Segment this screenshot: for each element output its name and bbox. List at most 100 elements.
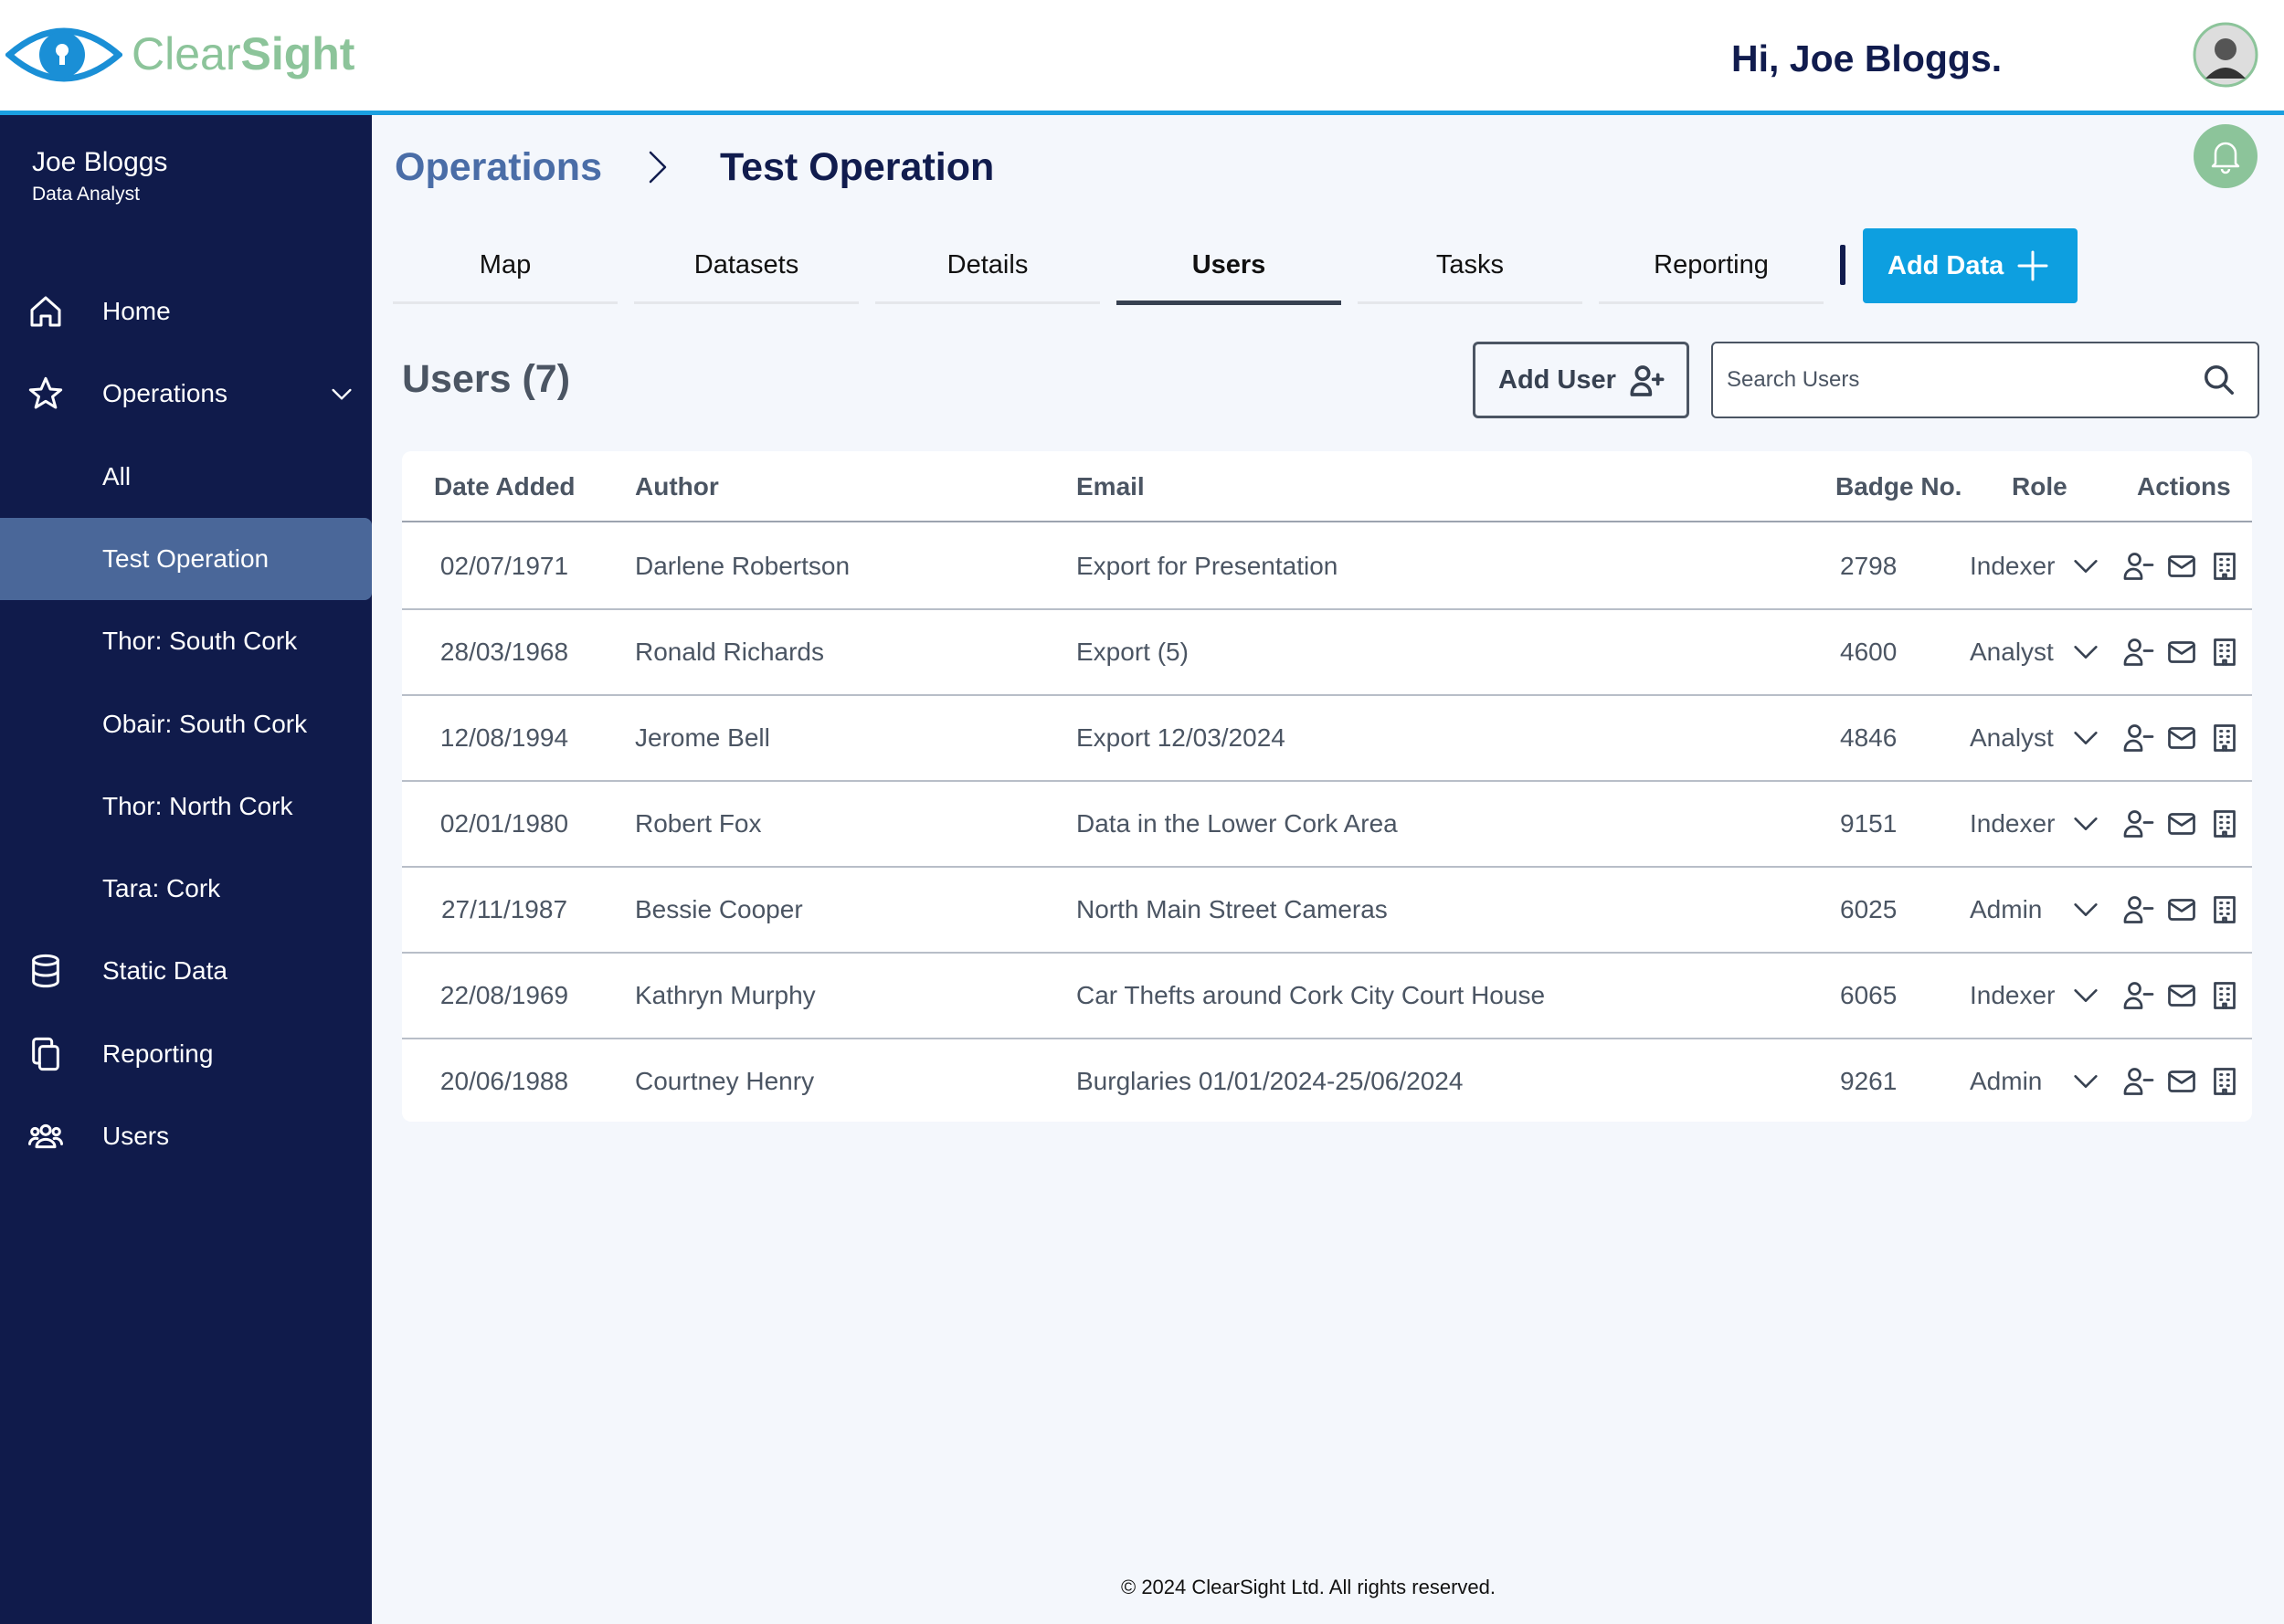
nav-icon (32, 1037, 59, 1070)
breadcrumb-current: Test Operation (720, 145, 995, 189)
action-user[interactable] (2122, 722, 2155, 754)
tab[interactable]: Tasks (1435, 250, 1505, 279)
cell-role[interactable]: Admin (1970, 1067, 2043, 1095)
cell-date: 22/08/1969 (439, 981, 569, 1009)
action-building[interactable] (2208, 979, 2241, 1012)
logo-icon (5, 27, 122, 82)
tab-underline (1358, 301, 1582, 304)
add-user-button[interactable]: Add User (1473, 342, 1689, 418)
cell-email: Export (5) (1076, 638, 1189, 666)
action-email[interactable] (2165, 636, 2198, 669)
cell-date: 12/08/1994 (439, 723, 569, 752)
action-user[interactable] (2122, 1065, 2155, 1098)
tab[interactable]: Users (1191, 250, 1266, 279)
tab-underline (393, 301, 618, 304)
cell-role[interactable]: Analyst (1970, 723, 2054, 752)
cell-badge: 4600 (1840, 638, 1898, 666)
action-building[interactable] (2208, 636, 2241, 669)
action-email[interactable] (2165, 1065, 2198, 1098)
action-email[interactable] (2165, 550, 2198, 583)
tab[interactable]: Details (946, 250, 1029, 279)
cell-role[interactable]: Admin (1970, 895, 2043, 923)
user-name: Joe Bloggs (32, 147, 168, 177)
row-divider (402, 608, 2252, 610)
action-building[interactable] (2208, 722, 2241, 754)
add-data-button[interactable]: Add Data (1863, 228, 2078, 303)
action-user[interactable] (2122, 893, 2155, 926)
role-dropdown[interactable] (2070, 637, 2101, 668)
cell-author: Bessie Cooper (635, 895, 803, 923)
action-building[interactable] (2208, 1065, 2241, 1098)
tab-underline (875, 301, 1100, 304)
tab[interactable]: Reporting (1654, 250, 1769, 279)
role-dropdown[interactable] (2070, 894, 2101, 925)
top-bar (0, 0, 2284, 115)
nav-item[interactable]: Home (102, 297, 171, 325)
nav-item[interactable]: Obair: South Cork (102, 709, 308, 738)
action-user[interactable] (2122, 979, 2155, 1012)
cell-role[interactable]: Indexer (1970, 981, 2056, 1009)
nav-icon (30, 296, 61, 327)
nav-item[interactable]: Users (102, 1122, 170, 1150)
nav-expand[interactable] (327, 379, 356, 408)
nav-item[interactable]: Reporting (102, 1039, 214, 1068)
notification-bell[interactable] (2193, 123, 2258, 189)
nav-item[interactable]: Thor: North Cork (102, 791, 293, 820)
column-header: Author (635, 472, 719, 501)
nav-item[interactable]: Static Data (102, 956, 227, 986)
nav-item[interactable]: Operations (102, 379, 227, 408)
action-user[interactable] (2122, 636, 2155, 669)
cell-badge: 6065 (1840, 981, 1898, 1009)
action-user[interactable] (2122, 807, 2155, 840)
role-dropdown[interactable] (2070, 980, 2101, 1011)
column-header: Role (2012, 472, 2067, 501)
footer: © 2024 ClearSight Ltd. All rights reserv… (1121, 1576, 1496, 1598)
cell-email: Data in the Lower Cork Area (1076, 809, 1398, 838)
action-email[interactable] (2165, 893, 2198, 926)
role-dropdown[interactable] (2070, 722, 2101, 754)
role-dropdown[interactable] (2070, 1066, 2101, 1097)
sidebar (0, 115, 372, 1624)
cell-email: Burglaries 01/01/2024-25/06/2024 (1076, 1067, 1464, 1095)
avatar[interactable] (2193, 22, 2258, 88)
action-user[interactable] (2122, 550, 2155, 583)
action-building[interactable] (2208, 807, 2241, 840)
search-box[interactable]: Search Users (1711, 342, 2259, 418)
action-email[interactable] (2165, 807, 2198, 840)
greeting: Hi, Joe Bloggs. (1731, 37, 2003, 79)
action-building[interactable] (2208, 550, 2241, 583)
tab-underline (634, 301, 859, 304)
cell-role[interactable]: Indexer (1970, 809, 2056, 838)
cell-badge: 4846 (1840, 723, 1898, 752)
breadcrumb-parent[interactable]: Operations (395, 145, 602, 189)
cell-role[interactable]: Indexer (1970, 552, 2056, 580)
nav-item[interactable]: All (102, 461, 132, 490)
tab-underline (1599, 301, 1824, 304)
search-icon (2205, 365, 2234, 395)
nav-item[interactable]: Tara: Cork (102, 874, 221, 903)
role-dropdown[interactable] (2070, 808, 2101, 839)
nav-item[interactable]: Test Operation (102, 543, 270, 573)
row-divider (402, 866, 2252, 868)
column-header: Email (1076, 472, 1145, 501)
add-user-icon (1630, 365, 1665, 396)
logo-text-1: Clear (132, 28, 241, 79)
cell-author: Robert Fox (635, 809, 762, 838)
add-data-label: Add Data (1887, 251, 2004, 280)
role-dropdown[interactable] (2070, 551, 2101, 582)
action-email[interactable] (2165, 722, 2198, 754)
nav-item[interactable]: Thor: South Cork (102, 627, 298, 656)
nav-icon (28, 1123, 63, 1149)
tab[interactable]: Datasets (693, 250, 799, 279)
row-divider (402, 952, 2252, 954)
cell-badge: 6025 (1840, 895, 1898, 923)
cell-date: 02/01/1980 (439, 809, 569, 838)
action-building[interactable] (2208, 893, 2241, 926)
table-card (402, 451, 2252, 1122)
action-email[interactable] (2165, 979, 2198, 1012)
cell-date: 02/07/1971 (439, 552, 569, 580)
cell-role[interactable]: Analyst (1970, 638, 2054, 666)
cell-date: 27/11/1987 (440, 895, 568, 923)
tab[interactable]: Map (479, 250, 532, 279)
